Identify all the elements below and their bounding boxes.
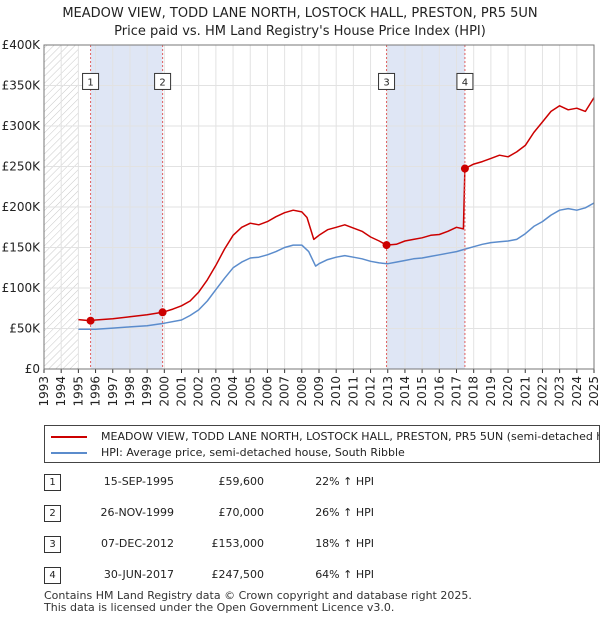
transaction-price: £70,000 xyxy=(218,506,265,519)
sale-point xyxy=(158,308,167,317)
sale-point xyxy=(86,316,95,325)
table-row: 1 15-SEP-1995 £59,600 22% ↑ HPI xyxy=(44,474,584,505)
sale-number-box xyxy=(456,72,474,90)
x-tick-label: 2005 xyxy=(243,376,257,407)
transaction-date: 07-DEC-2012 xyxy=(100,537,174,550)
transactions-table: 1 15-SEP-1995 £59,600 22% ↑ HPI 2 26-NOV… xyxy=(44,474,584,598)
sale-point xyxy=(460,164,469,173)
hpi-line xyxy=(78,202,595,331)
footer-line-2: This data is licensed under the Open Gov… xyxy=(44,601,395,614)
y-tick-label: £100K xyxy=(2,281,42,295)
legend-label-hpi: HPI: Average price, semi-detached house,… xyxy=(101,446,405,459)
x-tick-label: 2009 xyxy=(312,376,326,407)
x-tick-label: 2001 xyxy=(175,376,189,407)
x-tick-label: 2007 xyxy=(278,376,292,407)
x-tick-label: 2008 xyxy=(295,376,309,407)
footer-line-1: Contains HM Land Registry data © Crown c… xyxy=(44,589,472,602)
x-tick-label: 1995 xyxy=(71,376,85,407)
sale-number-box xyxy=(154,72,172,90)
x-tick-label: 1997 xyxy=(106,376,120,407)
x-tick-label: 2011 xyxy=(346,376,360,407)
table-row: 2 26-NOV-1999 £70,000 26% ↑ HPI xyxy=(44,505,584,536)
x-tick-label: 2002 xyxy=(192,376,206,407)
x-tick-label: 2025 xyxy=(587,376,600,407)
legend-item-property: MEADOW VIEW, TODD LANE NORTH, LOSTOCK HA… xyxy=(51,429,600,445)
table-row: 3 07-DEC-2012 £153,000 18% ↑ HPI xyxy=(44,536,584,567)
x-tick-label: 1996 xyxy=(89,376,103,407)
x-tick-label: 2004 xyxy=(226,376,240,407)
x-tick-label: 2020 xyxy=(501,376,515,407)
x-tick-label: 2017 xyxy=(450,376,464,407)
y-tick-label: £350K xyxy=(2,79,42,93)
sale-number-box xyxy=(378,72,396,90)
table-row: 4 30-JUN-2017 £247,500 64% ↑ HPI xyxy=(44,567,584,598)
y-tick-label: £400K xyxy=(2,38,42,52)
x-tick-label: 2010 xyxy=(329,376,343,407)
x-tick-label: 2000 xyxy=(157,376,171,407)
title-line-1: MEADOW VIEW, TODD LANE NORTH, LOSTOCK HA… xyxy=(62,6,538,21)
sale-number-label: 2 xyxy=(159,77,165,88)
y-tick-label: £250K xyxy=(2,160,42,174)
y-tick-label: £300K xyxy=(2,119,42,133)
transaction-date: 15-SEP-1995 xyxy=(103,475,174,488)
chart-legend: MEADOW VIEW, TODD LANE NORTH, LOSTOCK HA… xyxy=(44,425,600,463)
price-chart: 1 2 3 4 £0 £50K £100K £150K £200K £250K £300K £350… xyxy=(2,38,600,407)
x-tick-label: 2013 xyxy=(381,376,395,407)
x-tick-label: 2019 xyxy=(484,376,498,407)
y-tick-label: £0 xyxy=(25,362,40,376)
transaction-number-badge: 2 xyxy=(44,505,61,522)
x-tick-label: 1993 xyxy=(37,376,51,407)
legend-swatch-property xyxy=(51,436,87,438)
sale-number-label: 1 xyxy=(87,77,93,88)
chart-title: MEADOW VIEW, TODD LANE NORTH, LOSTOCK HA… xyxy=(0,5,600,41)
sale-point xyxy=(382,241,391,250)
x-tick-label: 1994 xyxy=(54,376,68,407)
sale-number-label: 4 xyxy=(462,77,468,88)
sale-number-label: 3 xyxy=(383,77,389,88)
x-tick-label: 2015 xyxy=(415,376,429,407)
transaction-date: 26-NOV-1999 xyxy=(100,506,174,519)
y-tick-label: £200K xyxy=(2,200,42,214)
transaction-hpi-diff: 64% ↑ HPI xyxy=(315,568,374,581)
x-tick-label: 2024 xyxy=(570,376,584,407)
legend-label-property: MEADOW VIEW, TODD LANE NORTH, LOSTOCK HA… xyxy=(101,430,600,443)
title-line-2: Price paid vs. HM Land Registry's House … xyxy=(114,24,486,39)
x-tick-label: 2018 xyxy=(467,376,481,407)
x-tick-label: 2012 xyxy=(364,376,378,407)
x-tick-label: 2022 xyxy=(535,376,549,407)
transaction-date: 30-JUN-2017 xyxy=(103,568,174,581)
transaction-hpi-diff: 26% ↑ HPI xyxy=(315,506,374,519)
x-tick-label: 2023 xyxy=(553,376,567,407)
transaction-price: £247,500 xyxy=(211,568,265,581)
x-tick-label: 2014 xyxy=(398,376,412,407)
x-tick-label: 2003 xyxy=(209,376,223,407)
x-tick-label: 1999 xyxy=(140,376,154,407)
x-tick-label: 1998 xyxy=(123,376,137,407)
transaction-price: £153,000 xyxy=(211,537,265,550)
transaction-hpi-diff: 18% ↑ HPI xyxy=(315,537,374,550)
y-tick-label: £50K xyxy=(9,322,41,336)
plot-frame xyxy=(43,44,595,370)
footer-attribution: Contains HM Land Registry data © Crown c… xyxy=(44,590,472,614)
x-tick-label: 2021 xyxy=(518,376,532,407)
transaction-number-badge: 3 xyxy=(44,536,61,553)
transaction-number-badge: 4 xyxy=(44,567,61,584)
x-tick-label: 2006 xyxy=(260,376,274,407)
sale-number-box xyxy=(82,72,100,90)
y-tick-label: £150K xyxy=(2,241,42,255)
transaction-number-badge: 1 xyxy=(44,474,61,491)
x-tick-label: 2016 xyxy=(432,376,446,407)
property-price-line xyxy=(78,97,595,322)
transaction-price: £59,600 xyxy=(218,475,265,488)
legend-swatch-hpi xyxy=(51,452,87,454)
legend-item-hpi: HPI: Average price, semi-detached house,… xyxy=(51,445,405,461)
transaction-hpi-diff: 22% ↑ HPI xyxy=(315,475,374,488)
